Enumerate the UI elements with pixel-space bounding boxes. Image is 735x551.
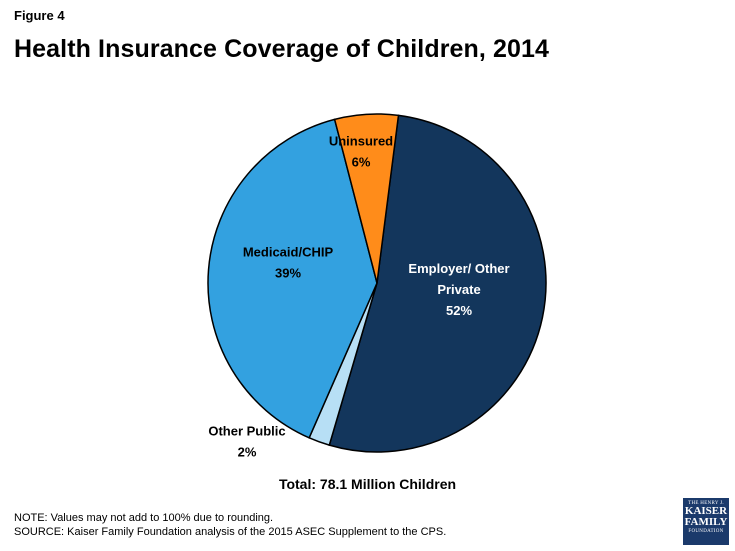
notes: NOTE: Values may not add to 100% due to … <box>14 511 446 539</box>
pie-slice-medicaid-chip <box>207 118 378 439</box>
logo-line-4: FOUNDATION <box>688 529 724 534</box>
slice-label-employer-other-private: Employer/ Other Private 52% <box>408 261 509 318</box>
total-label: Total: 78.1 Million Children <box>278 476 457 492</box>
logo-line-3: FAMILY <box>684 516 728 528</box>
kff-logo: THE HENRY J. KAISER FAMILY FOUNDATION <box>683 498 729 545</box>
source-text: SOURCE: Kaiser Family Foundation analysi… <box>14 526 447 538</box>
slice-label-medicaid-chip: Medicaid/CHIP 39% <box>243 245 334 281</box>
slice-label-other-public: Other Public 2% <box>208 424 285 460</box>
note-text: NOTE: Values may not add to 100% due to … <box>14 512 274 524</box>
chart-title: Health Insurance Coverage of Children, 2… <box>14 35 550 63</box>
figure-label: Figure 4 <box>14 8 65 23</box>
pie-slice-uninsured <box>333 113 400 284</box>
slice-label-uninsured: Uninsured 6% <box>329 134 393 170</box>
logo-line-2: KAISER <box>684 505 728 517</box>
pie-slice-employer-other-private <box>328 114 547 453</box>
logo-line-1: THE HENRY J. <box>688 501 724 506</box>
